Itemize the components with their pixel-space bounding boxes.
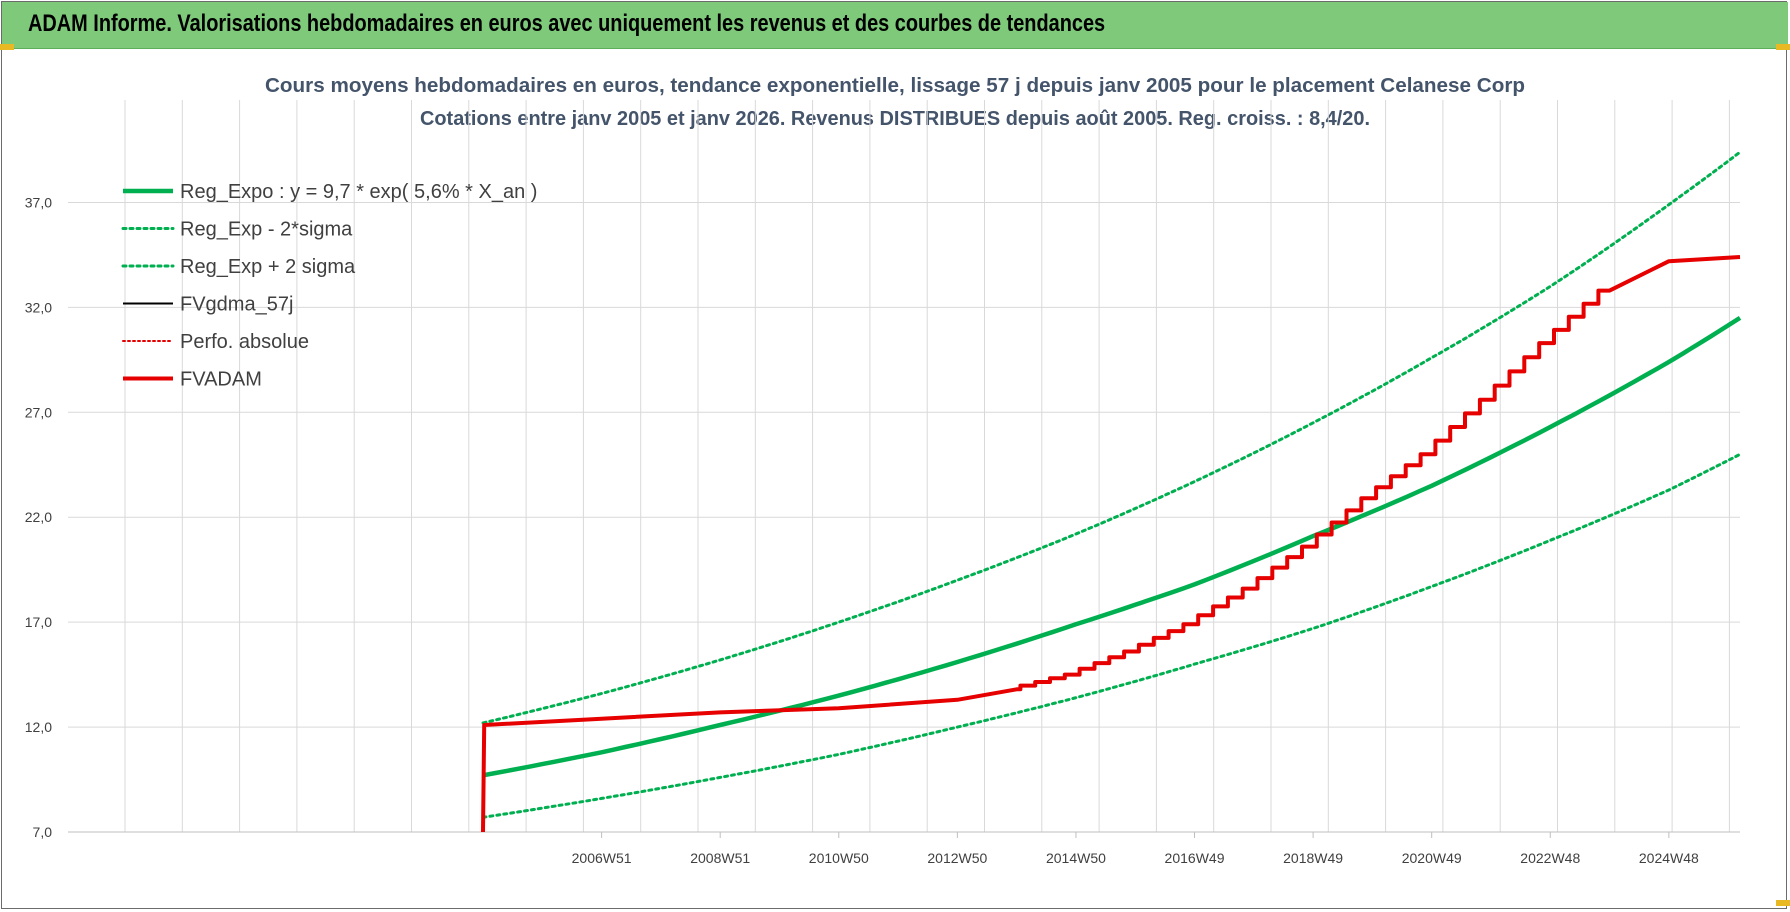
y-tick-label: 32,0 (25, 299, 52, 315)
y-tick-label: 27,0 (25, 404, 52, 420)
y-tick-label: 37,0 (25, 194, 52, 210)
x-tick-label: 2024W48 (1639, 850, 1699, 866)
y-tick-label: 12,0 (25, 719, 52, 735)
series-line-0 (482, 315, 1742, 778)
y-tick-label: 7,0 (33, 824, 53, 840)
legend-label: Perfo. absolue (180, 331, 309, 353)
x-tick-label: 2016W49 (1165, 850, 1225, 866)
title-banner: ADAM Informe. Valorisations hebdomadaire… (2, 2, 1788, 49)
legend-label: Reg_Exp + 2 sigma (180, 256, 356, 278)
corner-mark-top-left (0, 44, 14, 50)
x-tick-label: 2020W49 (1402, 850, 1462, 866)
x-tick-label: 2012W50 (927, 850, 987, 866)
legend-label: FVgdma_57j (180, 294, 293, 316)
x-tick-label: 2022W48 (1520, 850, 1580, 866)
series-line-2 (481, 150, 1742, 725)
x-tick-label: 2010W50 (809, 850, 869, 866)
legend-label: FVADAM (180, 369, 262, 391)
series-line-1 (481, 452, 1742, 819)
chart-title: Cours moyens hebdomadaires en euros, ten… (265, 75, 1525, 97)
corner-mark-top-right (1776, 44, 1790, 50)
corner-mark-bottom-right (1776, 900, 1790, 906)
x-tick-label: 2006W51 (572, 850, 632, 866)
x-tick-label: 2008W51 (690, 850, 750, 866)
legend-label: Reg_Exp - 2*sigma (180, 219, 353, 241)
x-tick-label: 2014W50 (1046, 850, 1106, 866)
banner-title: ADAM Informe. Valorisations hebdomadaire… (28, 10, 1106, 37)
y-tick-label: 17,0 (25, 614, 52, 630)
series-line-4 (481, 255, 1741, 833)
y-tick-label: 22,0 (25, 509, 52, 525)
legend-label: Reg_Expo : y = 9,7 * exp( 5,6% * X_an ) (180, 181, 537, 203)
x-tick-label: 2018W49 (1283, 850, 1343, 866)
chart-subtitle: Cotations entre janv 2005 et janv 2026. … (420, 108, 1370, 130)
